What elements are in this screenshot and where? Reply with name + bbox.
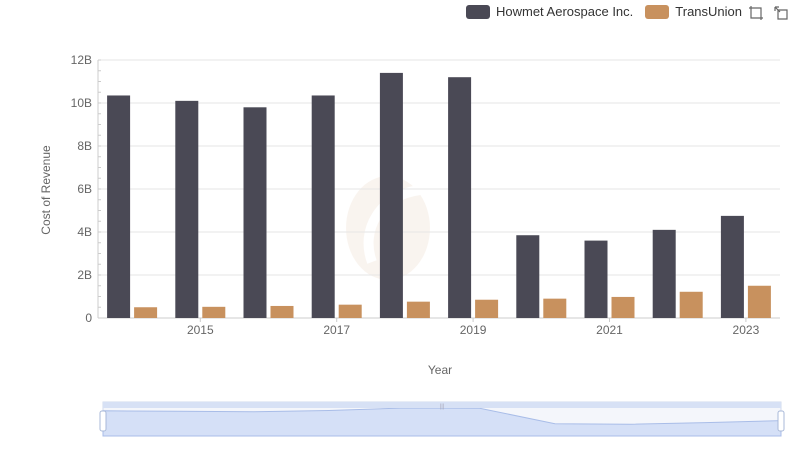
bar-transunion-2023: [747, 285, 771, 318]
bar-howmet-2015: [175, 100, 199, 318]
x-axis: 2015 2017 2019 2021 2023: [98, 317, 780, 337]
bars: [107, 72, 771, 319]
bar-howmet-2017: [311, 95, 335, 318]
bar-transunion-2021: [611, 296, 635, 318]
zoom-select-icon[interactable]: [748, 5, 764, 21]
legend-swatch-transunion: [645, 4, 670, 19]
x-tick-label: 2023: [733, 323, 760, 337]
y-axis: 0 2B 4B 6B 8B 10B 12B: [71, 53, 101, 325]
bar-howmet-2014: [107, 95, 131, 318]
x-tick-label: 2019: [460, 323, 487, 337]
bar-howmet-2022: [652, 229, 676, 318]
x-tick-label: 2015: [187, 323, 214, 337]
y-tick-label: 0: [85, 311, 92, 325]
bar-transunion-2019: [475, 299, 499, 318]
legend-label-transunion: TransUnion: [675, 4, 742, 19]
datazoom-slider[interactable]: |||: [99, 401, 785, 437]
zoom-reset-icon[interactable]: [774, 5, 790, 21]
y-tick-label: 6B: [77, 182, 92, 196]
datazoom-handle-left[interactable]: [99, 410, 107, 432]
datazoom-move-bar[interactable]: [103, 402, 781, 408]
bar-howmet-2020: [516, 235, 540, 318]
grid-lines: [98, 59, 780, 276]
y-tick-label: 10B: [71, 96, 92, 110]
x-tick-label: 2017: [323, 323, 350, 337]
bar-howmet-2021: [584, 240, 608, 318]
y-tick-label: 2B: [77, 268, 92, 282]
legend: Howmet Aerospace Inc. TransUnion: [465, 4, 742, 19]
y-tick-label: 4B: [77, 225, 92, 239]
bar-transunion-2018: [406, 301, 430, 318]
y-axis-title: Cost of Revenue: [39, 145, 53, 235]
legend-item-transunion[interactable]: TransUnion: [645, 4, 742, 19]
bar-howmet-2016: [243, 107, 267, 318]
y-tick-label: 8B: [77, 139, 92, 153]
bar-transunion-2015: [202, 306, 226, 318]
bar-transunion-2014: [134, 307, 158, 318]
bar-transunion-2020: [543, 298, 567, 318]
bar-howmet-2018: [379, 72, 403, 319]
bar-howmet-2023: [720, 215, 744, 318]
bar-transunion-2022: [679, 291, 703, 318]
toolbox: [748, 5, 790, 21]
bar-transunion-2017: [338, 304, 362, 318]
legend-item-howmet[interactable]: Howmet Aerospace Inc.: [465, 4, 634, 19]
legend-swatch-howmet: [465, 4, 490, 19]
bar-howmet-2019: [448, 77, 472, 318]
x-tick-label: 2021: [596, 323, 623, 337]
datazoom-handle-right[interactable]: [777, 410, 785, 432]
y-tick-label: 12B: [71, 53, 92, 67]
legend-label-howmet: Howmet Aerospace Inc.: [495, 4, 634, 19]
bar-transunion-2016: [270, 305, 294, 318]
datazoom-grip[interactable]: |||: [440, 404, 445, 410]
x-axis-title: Year: [428, 363, 452, 377]
